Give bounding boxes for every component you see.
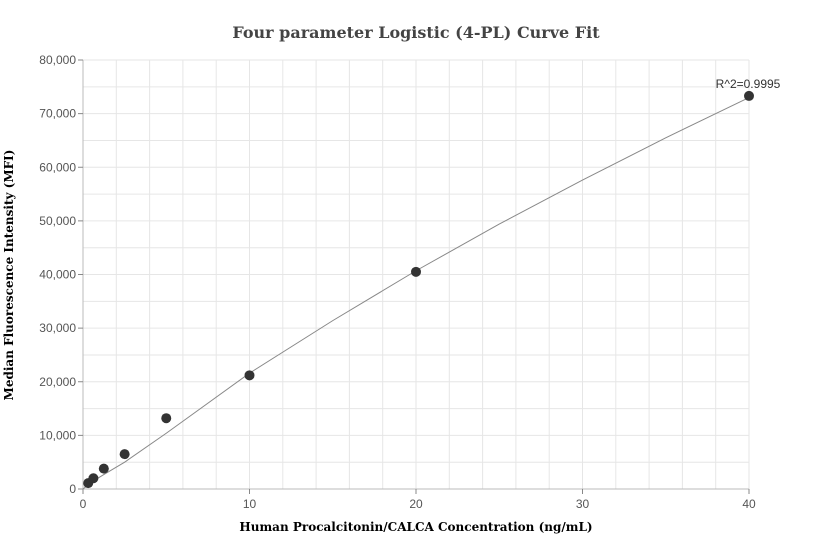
data-point (119, 449, 130, 460)
data-point (98, 463, 109, 474)
data-point (161, 413, 172, 424)
x-tick-label: 30 (576, 497, 590, 511)
y-tick-label: 70,000 (39, 107, 76, 121)
data-point (744, 90, 754, 101)
y-axis-title: Median Fluorescence Intensity (MFI) (2, 150, 16, 401)
y-tick-label: 0 (69, 482, 76, 496)
data-points (83, 90, 754, 489)
y-tick-label: 30,000 (39, 321, 76, 335)
y-tick-label: 20,000 (39, 375, 76, 389)
y-axis-ticks: 0 10,000 20,000 30,000 40,000 50,000 60,000 70,… (39, 53, 83, 496)
x-tick-label: 20 (409, 497, 423, 511)
x-tick-label: 0 (80, 497, 87, 511)
y-tick-label: 80,000 (39, 53, 76, 67)
x-axis-ticks: 0 10 20 30 40 (80, 489, 756, 511)
r-squared-annotation: R^2=0.9995 (716, 77, 781, 91)
chart-title: Four parameter Logistic (4-PL) Curve Fit (232, 23, 600, 42)
data-point (244, 370, 255, 381)
grid (82, 59, 750, 490)
x-tick-label: 10 (243, 497, 257, 511)
x-axis-title: Human Procalcitonin/CALCA Concentration … (239, 520, 592, 534)
y-tick-label: 50,000 (39, 214, 76, 228)
data-point (88, 473, 99, 484)
y-tick-label: 60,000 (39, 160, 76, 174)
data-point (411, 266, 421, 277)
y-tick-label: 40,000 (39, 268, 76, 282)
y-tick-label: 10,000 (39, 428, 76, 442)
x-tick-label: 40 (742, 497, 756, 511)
